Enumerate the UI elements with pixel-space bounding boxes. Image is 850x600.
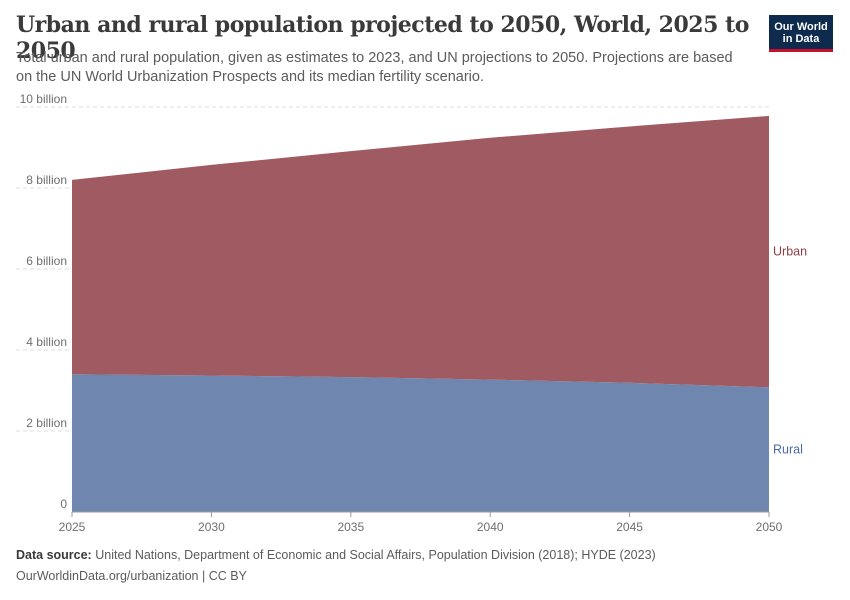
y-tick-label: 0 [60,497,67,511]
owid-logo[interactable]: Our World in Data [769,15,833,52]
data-source: Data source: United Nations, Department … [16,548,656,562]
logo-line-1: Our World [774,21,828,33]
url-license[interactable]: OurWorldinData.org/urbanization | CC BY [16,569,247,583]
chart-title: Urban and rural population projected to … [16,12,749,64]
x-tick-label: 2050 [756,520,783,534]
y-tick-label: 6 billion [26,254,67,268]
x-tick-label: 2040 [477,520,504,534]
y-tick-label: 4 billion [26,335,67,349]
series-label-urban: Urban [773,245,807,259]
area-urban[interactable] [72,115,769,388]
logo-line-2: in Data [782,33,820,45]
x-tick-label: 2045 [616,520,643,534]
chart-subtitle: Total urban and rural population, given … [16,50,733,85]
series-labels: Rural Urban [773,245,807,457]
data-source-text: United Nations, Department of Economic a… [95,548,656,562]
x-tick-label: 2025 [59,520,86,534]
y-tick-label: 2 billion [26,416,67,430]
area-rural[interactable] [72,374,769,512]
y-tick-label: 10 billion [20,92,67,106]
y-tick-label: 8 billion [26,173,67,187]
x-tick-label: 2035 [337,520,364,534]
axes: 0 2 billion 4 billion 6 billion 8 billion 10 … [20,92,783,534]
area-series [72,115,769,512]
data-source-label: Data source: [16,548,92,562]
series-label-rural: Rural [773,443,803,457]
x-tick-label: 2030 [198,520,225,534]
